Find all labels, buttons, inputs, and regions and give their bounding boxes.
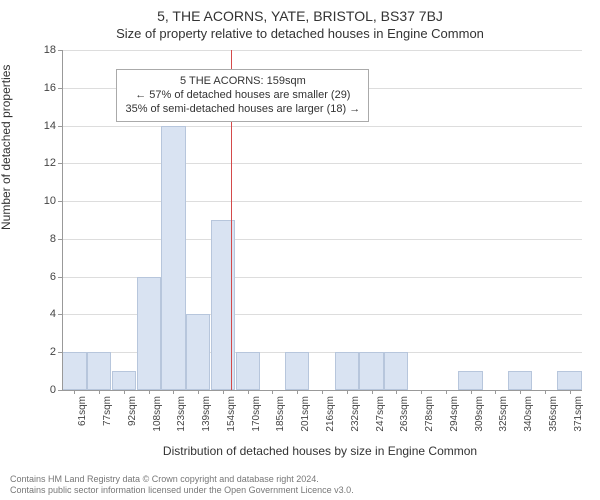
x-tick-label: 278sqm xyxy=(424,396,435,432)
annotation-line-1: ← 57% of detached houses are smaller (29… xyxy=(125,88,360,102)
x-tick-label: 356sqm xyxy=(548,396,559,432)
footer-line-2: Contains public sector information licen… xyxy=(10,485,590,496)
y-tick-label: 10 xyxy=(44,195,56,207)
x-tick-label: 77sqm xyxy=(102,396,113,426)
chart-subtitle: Size of property relative to detached ho… xyxy=(0,24,600,41)
x-tick-label: 232sqm xyxy=(350,396,361,432)
y-tick-label: 0 xyxy=(50,384,56,396)
histogram-bar xyxy=(62,352,86,390)
histogram-bar xyxy=(137,277,161,390)
x-tick-label: 294sqm xyxy=(449,396,460,432)
y-tick-label: 16 xyxy=(44,82,56,94)
histogram-bar xyxy=(508,371,532,390)
x-tick-label: 154sqm xyxy=(226,396,237,432)
x-axis-label: Distribution of detached houses by size … xyxy=(50,444,590,458)
x-tick-label: 247sqm xyxy=(375,396,386,432)
histogram-bar xyxy=(384,352,408,390)
page-title: 5, THE ACORNS, YATE, BRISTOL, BS37 7BJ xyxy=(0,0,600,24)
histogram-bar xyxy=(161,126,185,390)
chart-plot-area: 02468101214161861sqm77sqm92sqm108sqm123s… xyxy=(62,50,582,390)
y-tick-label: 14 xyxy=(44,120,56,132)
x-tick-label: 201sqm xyxy=(300,396,311,432)
x-axis-line xyxy=(62,390,582,391)
x-tick-label: 216sqm xyxy=(325,396,336,432)
annotation-line-2: 35% of semi-detached houses are larger (… xyxy=(125,102,360,116)
x-tick-label: 371sqm xyxy=(573,396,584,432)
y-tick-label: 8 xyxy=(50,233,56,245)
y-axis-label: Number of detached properties xyxy=(0,65,13,230)
annotation-title: 5 THE ACORNS: 159sqm xyxy=(125,74,360,88)
x-tick-label: 185sqm xyxy=(275,396,286,432)
histogram-bar xyxy=(186,314,210,390)
y-tick-label: 2 xyxy=(50,346,56,358)
footer-text: Contains HM Land Registry data © Crown c… xyxy=(10,474,590,496)
histogram-bar xyxy=(458,371,482,390)
annotation-box: 5 THE ACORNS: 159sqm← 57% of detached ho… xyxy=(116,69,369,122)
histogram-bar xyxy=(236,352,260,390)
histogram-bar xyxy=(359,352,383,390)
y-tick-label: 6 xyxy=(50,271,56,283)
histogram-bar xyxy=(335,352,359,390)
x-tick-label: 108sqm xyxy=(152,396,163,432)
x-tick-label: 61sqm xyxy=(77,396,88,426)
x-tick-label: 263sqm xyxy=(399,396,410,432)
x-tick-label: 309sqm xyxy=(474,396,485,432)
y-axis-line xyxy=(62,50,63,390)
histogram-bar xyxy=(112,371,136,390)
histogram-bar xyxy=(557,371,581,390)
histogram-bar xyxy=(285,352,309,390)
footer-line-1: Contains HM Land Registry data © Crown c… xyxy=(10,474,590,485)
x-tick-label: 139sqm xyxy=(201,396,212,432)
histogram-bar xyxy=(87,352,111,390)
y-tick-label: 12 xyxy=(44,157,56,169)
x-tick-label: 170sqm xyxy=(251,396,262,432)
x-tick-label: 92sqm xyxy=(127,396,138,426)
x-tick-label: 340sqm xyxy=(523,396,534,432)
y-tick-label: 4 xyxy=(50,308,56,320)
x-tick-label: 325sqm xyxy=(498,396,509,432)
y-tick-label: 18 xyxy=(44,44,56,56)
x-tick-label: 123sqm xyxy=(176,396,187,432)
